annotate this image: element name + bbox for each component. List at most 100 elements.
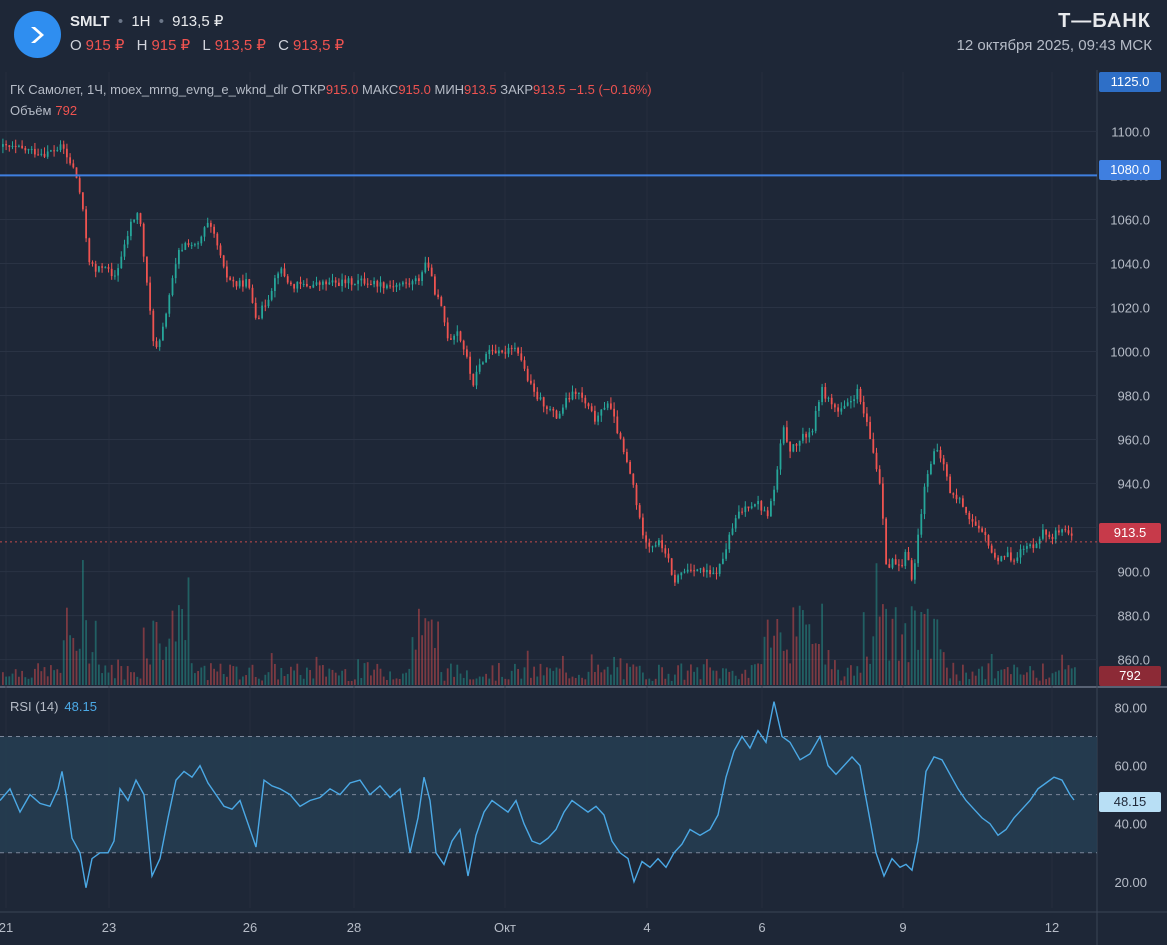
volume-bar [997, 671, 999, 685]
volume-bar [616, 667, 619, 685]
volume-bar [270, 653, 273, 685]
volume-bar [971, 671, 974, 685]
ticker-symbol[interactable]: SMLT [70, 13, 110, 30]
interval-label[interactable]: 1H [131, 13, 151, 30]
ticker-line: SMLT • 1H • 913,5 ₽ [70, 12, 223, 30]
candle-body [946, 464, 948, 477]
volume-bar [98, 664, 100, 685]
volume-bar [222, 673, 225, 685]
volume-bar [1045, 679, 1047, 685]
candle-body [350, 278, 353, 285]
candle-body [824, 387, 827, 399]
volume-bar [120, 666, 123, 685]
candle-body [888, 564, 891, 568]
volume-bar [46, 676, 49, 685]
candle-body [418, 278, 420, 281]
candle-body [654, 545, 657, 547]
volume-bar [88, 663, 91, 685]
price-chart[interactable]: 860.0880.0900.0920.0940.0960.0980.01000.… [0, 70, 1167, 945]
candle-body [811, 430, 814, 433]
rsi-line [0, 701, 1075, 888]
chart-legend: ГК Самолет, 1Ч, moex_mrng_evng_e_wknd_dl… [10, 82, 652, 97]
candle-body [862, 401, 865, 414]
volume-bar [315, 656, 318, 685]
ohlc-high-value: 915 ₽ [151, 37, 191, 54]
volume-bar [430, 619, 433, 685]
candle-body [213, 226, 215, 234]
legend-high-value: 915.0 [398, 82, 431, 97]
volume-bar [1022, 674, 1025, 685]
candle-body [408, 283, 411, 285]
volume-bar [517, 669, 519, 685]
volume-bar [715, 670, 718, 685]
candle-body [795, 444, 798, 446]
time-axis-tick: 23 [102, 920, 116, 935]
candle-body [834, 404, 836, 408]
ohlc-high-key: H [136, 37, 148, 54]
volume-bar [792, 607, 795, 685]
volume-bar [709, 667, 711, 685]
volume-bar [34, 668, 36, 685]
candle-body [805, 433, 807, 438]
volume-bar [1042, 663, 1044, 685]
candle-body [837, 407, 839, 412]
candles [2, 138, 1073, 586]
rsi-axis-tick: 60.00 [1114, 759, 1147, 774]
candle-body [421, 272, 423, 281]
candle-body [510, 347, 513, 349]
volume-bar [389, 671, 391, 685]
candle-body [427, 262, 430, 268]
candle-body [734, 518, 737, 529]
candle-body [1061, 529, 1063, 533]
candle-body [197, 243, 199, 245]
candle-body [997, 557, 999, 562]
candle-body [840, 408, 843, 412]
candle-body [392, 286, 395, 288]
volume-bar [862, 612, 865, 685]
candle-body [222, 255, 225, 267]
volume-bar [920, 611, 923, 685]
volume-bar [59, 672, 62, 685]
volume-bar [126, 666, 129, 685]
header-bar: SMLT • 1H • 913,5 ₽ O 915 ₽ H 915 ₽ L 913,5… [0, 0, 1167, 71]
volume-bar [760, 664, 763, 685]
candle-body [754, 504, 756, 507]
candle-body [302, 283, 305, 285]
volume-bar [104, 665, 107, 685]
candle-body [891, 559, 894, 568]
volume-bar [914, 610, 916, 685]
legend-open-value: 915.0 [325, 82, 359, 97]
candle-body [731, 528, 734, 535]
volume-bar [366, 662, 369, 685]
volume-bar [1016, 667, 1019, 685]
volume-bar [808, 624, 811, 685]
candle-body [261, 305, 263, 319]
volume-bar [670, 680, 673, 685]
volume-bar [386, 679, 388, 685]
candle-body [133, 219, 135, 222]
volume-bar [354, 679, 356, 685]
candle-body [1064, 529, 1067, 531]
volume-bar [859, 672, 862, 685]
candle-body [306, 283, 308, 287]
level-line-badge[interactable]: 1080.0 [1099, 160, 1161, 180]
volume-bar [888, 660, 891, 685]
candle-body [1029, 544, 1031, 547]
volume-bar [475, 678, 478, 685]
candle-body [194, 244, 196, 246]
volume-bar [795, 636, 798, 685]
volume-bar [872, 636, 875, 685]
volume-bar [258, 678, 260, 685]
candle-body [280, 268, 283, 274]
volume-bar [990, 653, 993, 685]
volume-bar [693, 671, 695, 685]
volume-bar [226, 676, 228, 685]
volume-bar [357, 659, 359, 685]
volume-bar [757, 663, 759, 685]
candle-body [1032, 544, 1035, 549]
last-price: 913,5 ₽ [172, 13, 224, 30]
candle-body [680, 572, 683, 576]
volume-bar [155, 621, 158, 685]
volume-bars [2, 560, 1076, 685]
volume-bar [568, 678, 571, 685]
